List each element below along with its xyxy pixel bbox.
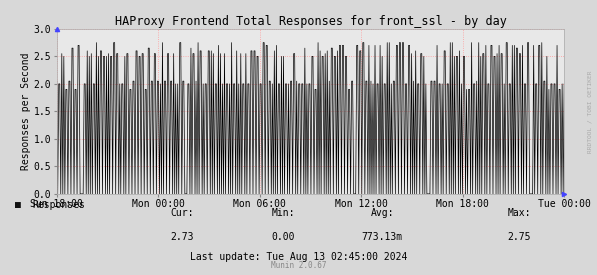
Text: 2.73: 2.73 <box>170 232 194 242</box>
Text: 2.75: 2.75 <box>507 232 531 242</box>
Y-axis label: Responses per Second: Responses per Second <box>21 53 31 170</box>
Text: Cur:: Cur: <box>170 208 194 218</box>
Text: Last update: Tue Aug 13 02:45:00 2024: Last update: Tue Aug 13 02:45:00 2024 <box>190 252 407 262</box>
Text: Max:: Max: <box>507 208 531 218</box>
Text: RRDTOOL / TOBI OETIKER: RRDTOOL / TOBI OETIKER <box>588 70 593 153</box>
Text: ■: ■ <box>15 200 21 210</box>
Text: 773.13m: 773.13m <box>362 232 402 242</box>
Text: Munin 2.0.67: Munin 2.0.67 <box>271 261 326 270</box>
Text: Responses: Responses <box>33 200 86 210</box>
Text: Avg:: Avg: <box>370 208 394 218</box>
Title: HAProxy Frontend Total Responses for front_ssl - by day: HAProxy Frontend Total Responses for fro… <box>115 15 506 28</box>
Text: 0.00: 0.00 <box>272 232 296 242</box>
Text: Min:: Min: <box>272 208 296 218</box>
